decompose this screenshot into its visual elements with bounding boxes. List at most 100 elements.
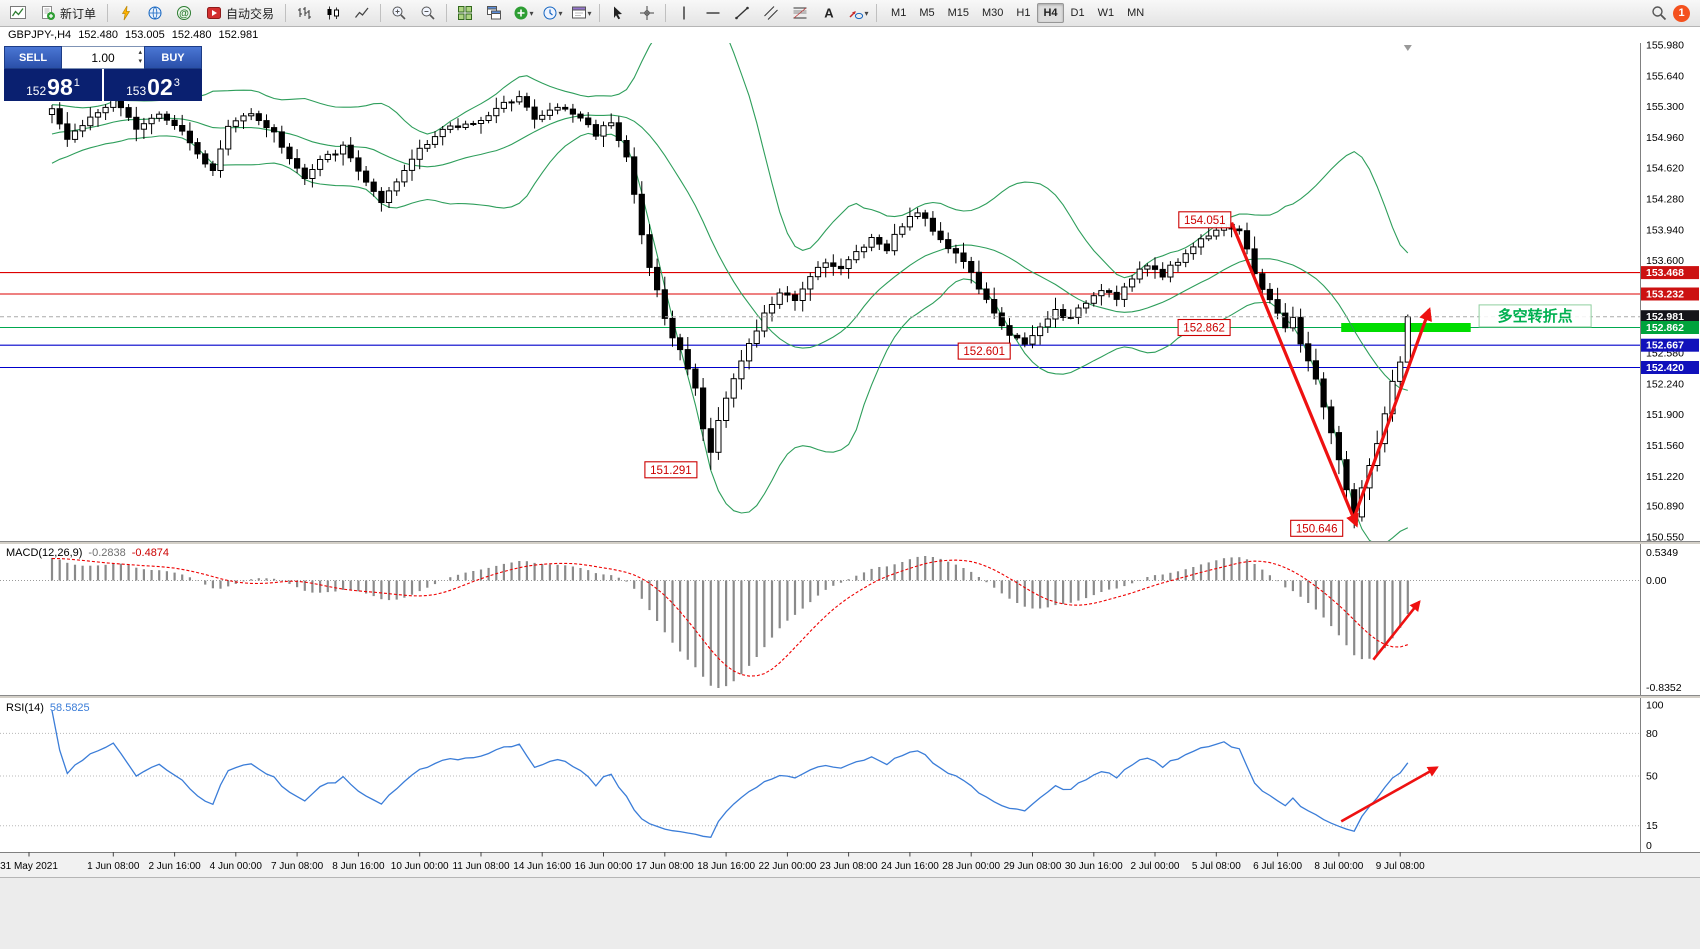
market-button[interactable]: @ — [170, 1, 198, 25]
volume-input[interactable]: 1.00 ▴ ▾ — [62, 46, 144, 69]
vertical-line-tool-button[interactable] — [670, 1, 698, 25]
candle — [554, 106, 561, 111]
toolbar-separator — [599, 4, 601, 22]
time-axis-label: 4 Jun 00:00 — [210, 861, 263, 872]
candle — [1121, 286, 1128, 300]
timeframe-D1[interactable]: D1 — [1070, 7, 1085, 19]
candle — [608, 122, 615, 127]
community-button[interactable] — [141, 1, 169, 25]
price-axis-label: 150.890 — [1646, 501, 1684, 513]
candle — [569, 108, 576, 115]
search-icon[interactable] — [1651, 5, 1667, 21]
time-axis-strip — [0, 852, 1700, 877]
candle — [623, 140, 630, 158]
timeframe-M30[interactable]: M30 — [982, 7, 1004, 19]
tile-windows-button[interactable] — [451, 1, 479, 25]
macd-axis-label: 0.5349 — [1646, 547, 1678, 559]
main-macd-splitter[interactable] — [0, 541, 1700, 544]
sell-button[interactable]: SELL — [4, 46, 62, 69]
price-label-box[interactable] — [1177, 318, 1231, 337]
trendline-tool-button[interactable] — [728, 1, 756, 25]
price-label-box[interactable] — [957, 342, 1011, 360]
candle — [768, 304, 776, 314]
time-axis-label: 22 Jun 00:00 — [758, 861, 816, 872]
candle — [148, 117, 155, 125]
bar-chart-icon — [298, 7, 312, 19]
price-label-box[interactable] — [644, 461, 698, 479]
candlestick-chart-button[interactable] — [319, 1, 347, 25]
zoom-out-button[interactable] — [414, 1, 442, 25]
candle — [94, 112, 102, 118]
text-tool-button[interactable]: A — [815, 1, 843, 25]
chart-shift-marker-icon[interactable] — [1403, 45, 1412, 51]
bar-chart-button[interactable] — [290, 1, 318, 25]
timeframe-MN[interactable]: MN — [1127, 7, 1145, 19]
candle — [945, 239, 952, 250]
text-icon: A — [824, 6, 834, 21]
candle — [669, 317, 676, 339]
timeframe-M15[interactable]: M15 — [947, 7, 969, 19]
candle — [784, 292, 791, 296]
candle — [462, 123, 469, 128]
candle — [87, 116, 94, 127]
timeframe-W1[interactable]: W1 — [1097, 7, 1115, 19]
line-chart-button[interactable] — [348, 1, 376, 25]
indicators-button[interactable]: ▾ — [509, 1, 537, 25]
arrange-windows-button[interactable] — [480, 1, 508, 25]
shapes-tool-button[interactable]: ▾ — [844, 1, 872, 25]
new-chart-button[interactable] — [4, 1, 32, 25]
time-axis-label: 14 Jun 16:00 — [513, 861, 571, 872]
fibonacci-tool-button[interactable] — [786, 1, 814, 25]
candle — [1174, 261, 1182, 266]
price-label-text: 154.051 — [1184, 215, 1226, 227]
buy-button[interactable]: BUY — [144, 46, 202, 69]
channel-tool-button[interactable] — [757, 1, 785, 25]
timeframe-H1[interactable]: H1 — [1016, 7, 1031, 19]
low-value: 152.480 — [171, 29, 212, 41]
volume-stepper[interactable]: ▴ ▾ — [138, 48, 142, 66]
candle — [301, 167, 308, 180]
periods-button[interactable]: ▾ — [538, 1, 566, 25]
cursor-tool-button[interactable] — [604, 1, 632, 25]
price-label-box[interactable] — [1290, 519, 1344, 537]
caret-down-icon: ▾ — [864, 8, 869, 18]
macd-label-row: MACD(12,26,9) -0.2838 -0.4874 — [6, 547, 169, 559]
price-tag — [1641, 310, 1699, 324]
notification-badge[interactable]: 1 — [1673, 4, 1690, 22]
price-axis-label: 155.640 — [1646, 70, 1684, 82]
timeframe-M1[interactable]: M1 — [891, 7, 907, 19]
candle — [255, 113, 262, 121]
sell-price-big: 98 — [47, 74, 73, 100]
alerts-button[interactable] — [112, 1, 140, 25]
candle — [523, 96, 530, 108]
macd-arrow[interactable] — [1372, 600, 1421, 661]
macd-signal-value: -0.4874 — [131, 547, 170, 559]
candle — [508, 101, 515, 104]
candle — [1236, 228, 1243, 232]
templates-button[interactable]: ▾ — [567, 1, 595, 25]
candle — [723, 397, 730, 422]
horizontal-line-tool-button[interactable] — [699, 1, 727, 25]
stepper-down-icon[interactable]: ▾ — [138, 58, 142, 65]
candle — [646, 234, 653, 268]
crosshair-tool-button[interactable] — [633, 1, 661, 25]
timeframe-M5[interactable]: M5 — [919, 7, 935, 19]
stepper-up-icon[interactable]: ▴ — [138, 49, 142, 56]
candle — [776, 292, 783, 305]
price-axis-label: 151.900 — [1646, 409, 1684, 421]
zoom-in-button[interactable] — [385, 1, 413, 25]
candle — [1075, 307, 1082, 318]
autotrading-button[interactable]: 自动交易 — [199, 1, 281, 25]
candle — [1090, 295, 1097, 304]
price-label-box[interactable] — [1178, 211, 1232, 229]
candle — [1397, 361, 1404, 382]
macd-rsi-splitter[interactable] — [0, 695, 1700, 698]
trend-arrow-1[interactable] — [1230, 221, 1359, 528]
note-box[interactable] — [1478, 304, 1592, 328]
toolbar-separator — [285, 4, 287, 22]
candle — [347, 144, 354, 159]
trend-arrow-2[interactable] — [1351, 307, 1432, 523]
timeframe-H4[interactable]: H4 — [1037, 3, 1064, 23]
new-order-button[interactable]: 新订单 — [33, 1, 103, 25]
rsi-arrow[interactable] — [1340, 766, 1439, 823]
